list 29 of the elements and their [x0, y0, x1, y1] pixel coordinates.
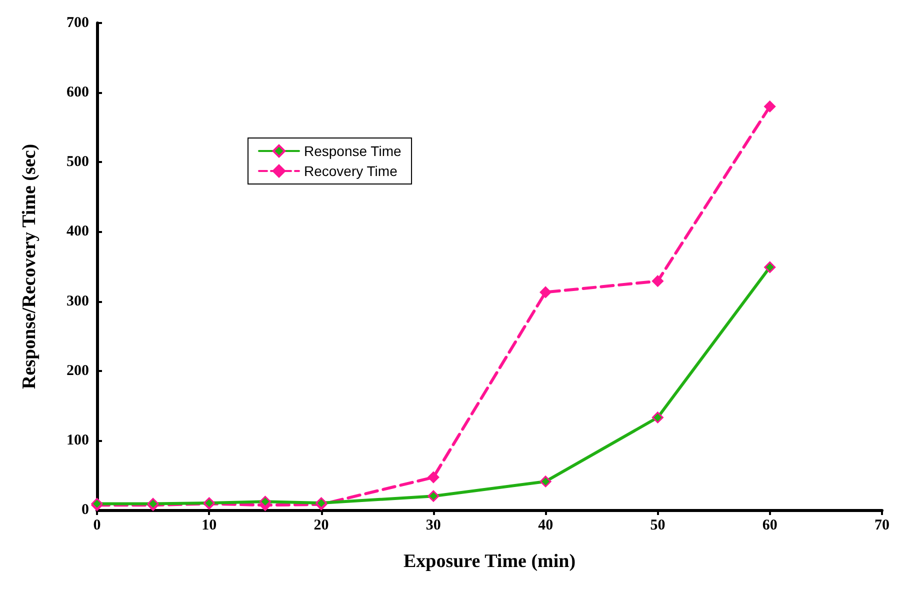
- y-tick-label: 200: [66, 362, 89, 379]
- y-tick-label: 0: [82, 502, 89, 518]
- x-tick-label: 50: [650, 518, 666, 534]
- point: [652, 275, 664, 287]
- x-tick-label: 10: [202, 518, 217, 534]
- y-tick-label: 700: [66, 15, 89, 31]
- point: [540, 286, 552, 298]
- point: [259, 496, 271, 508]
- x-tick-label: 20: [314, 518, 329, 534]
- x-tick-label: 0: [93, 518, 101, 534]
- x-tick-label: 30: [426, 518, 441, 534]
- point: [428, 472, 440, 484]
- x-axis-title: Exposure Time (min): [403, 551, 576, 572]
- point: [764, 100, 776, 112]
- y-tick-label: 400: [66, 224, 89, 240]
- point: [540, 476, 552, 488]
- point: [764, 261, 776, 273]
- y-tick-label: 500: [66, 154, 89, 170]
- point: [428, 490, 440, 502]
- x-tick-label: 40: [538, 518, 554, 534]
- x-tick-label: 60: [762, 518, 778, 534]
- point: [652, 412, 664, 424]
- legend-label: Response Time: [304, 143, 402, 159]
- y-tick-label: 600: [66, 84, 89, 101]
- x-tick-label: 70: [874, 518, 890, 534]
- y-axis-title: Response/Recovery Time (sec): [19, 144, 40, 390]
- legend-label: Recovery Time: [304, 163, 398, 179]
- y-tick-label: 100: [66, 432, 89, 448]
- y-tick-label: 300: [66, 293, 89, 310]
